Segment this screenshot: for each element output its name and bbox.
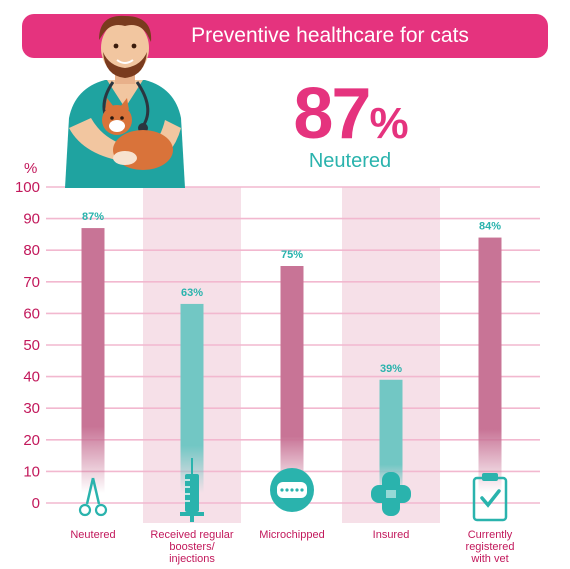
y-tick-label: 70: [23, 274, 40, 291]
clipboard-check-icon: [472, 473, 508, 522]
bar: [478, 237, 502, 493]
y-tick-label: 50: [23, 337, 40, 354]
data-label: 39%: [380, 363, 402, 375]
vet-with-cat-illustration: [65, 15, 185, 188]
y-tick-label: 40: [23, 369, 40, 386]
highlight-label: Neutered: [308, 150, 392, 172]
syringe-icon: [180, 458, 204, 522]
chart-bars: 87% 63% 75% 39% 84%: [81, 211, 502, 493]
y-tick-label: 30: [23, 400, 40, 417]
y-tick-label: 20: [23, 432, 40, 449]
data-label: 84%: [479, 221, 501, 233]
y-tick-label: 0: [32, 495, 40, 512]
bar: [81, 228, 105, 493]
x-tick-label: Neutered: [70, 529, 115, 541]
y-tick-label: 90: [23, 211, 40, 228]
page-title: Preventive healthcare for cats: [191, 24, 469, 47]
y-tick-label: 60: [23, 305, 40, 322]
data-label: 87%: [82, 211, 104, 223]
bar: [280, 266, 304, 493]
scissors-icon: [78, 477, 108, 517]
x-tick-label: Currently registered with vet: [466, 529, 515, 565]
y-tick-label: 10: [23, 463, 40, 480]
data-label: 63%: [181, 287, 203, 299]
data-label: 75%: [281, 249, 303, 261]
microchip-icon: [270, 468, 314, 512]
bar: [379, 379, 403, 493]
highlight-value: 87%: [270, 76, 430, 162]
x-tick-label: Received regular boosters/injections: [150, 529, 233, 565]
x-tick-label: Insured: [373, 529, 410, 541]
x-axis-labels: Neutered Received regular boosters/injecti…: [70, 529, 514, 565]
bar: [180, 303, 204, 493]
highlight-unit: %: [369, 99, 408, 148]
y-tick-label: 80: [23, 242, 40, 259]
y-axis-ticks: 0 10 20 30 40 50 60 70 80 90 100: [15, 179, 40, 512]
plaster-icon: [371, 472, 411, 516]
y-tick-label: 100: [15, 179, 40, 196]
chart-icons: [78, 458, 508, 522]
x-tick-label: Microchipped: [259, 529, 324, 541]
highlight-number: 87: [293, 74, 371, 154]
chart-bands: [143, 187, 440, 523]
y-axis-label: %: [24, 160, 37, 177]
